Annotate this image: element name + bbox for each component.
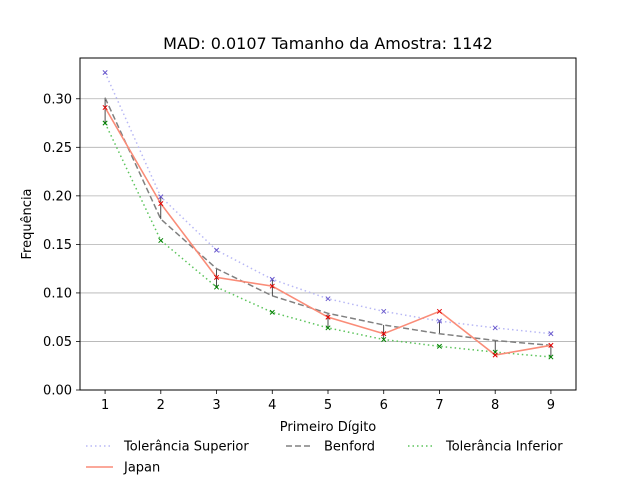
data-point-toler-ncia-superior (381, 308, 387, 314)
x-axis-label: Primeiro Dígito (280, 420, 377, 435)
legend-label-toler-ncia-superior: Tolerância Superior (123, 440, 249, 455)
x-tick-label: 1 (101, 398, 109, 413)
data-point-toler-ncia-superior (213, 247, 220, 253)
data-point-japan (102, 104, 108, 111)
data-point-toler-ncia-superior (492, 325, 498, 331)
data-point-japan (548, 342, 554, 348)
x-tick-label: 5 (324, 398, 332, 413)
data-point-toler-ncia-inferior (436, 343, 443, 349)
data-point-japan (325, 314, 331, 320)
data-point-toler-ncia-inferior (158, 237, 164, 244)
plot-area-frame (79, 57, 577, 391)
y-tick-label: 0.15 (43, 238, 72, 253)
y-axis-label: Frequência (20, 188, 35, 259)
series-line-japan (104, 107, 552, 356)
y-tick-label: 0.20 (43, 189, 72, 204)
deviation-bars (104, 97, 552, 357)
data-point-toler-ncia-superior (325, 296, 331, 302)
data-point-toler-ncia-inferior (102, 120, 108, 126)
y-tick-label: 0.10 (43, 286, 72, 301)
data-point-toler-ncia-inferior (269, 309, 275, 315)
series-line-benford (104, 97, 551, 347)
data-point-japan (158, 201, 164, 207)
x-tick-label: 8 (491, 398, 499, 413)
y-tick-label: 0.05 (43, 335, 72, 350)
axis-ticks: 0.00 0.05 0.10 0.15 0.20 0.25 0.30 1 2 3 4 5 6 7 8 9 (43, 92, 555, 413)
data-point-toler-ncia-inferior (325, 325, 331, 331)
legend: Tolerância Superior Benford Tolerância Inf… (86, 440, 563, 476)
x-tick-label: 2 (157, 398, 165, 413)
grid-lines (80, 98, 576, 391)
chart-title: MAD: 0.0107 Tamanho da Amostra: 1142 (163, 34, 493, 53)
data-point-toler-ncia-superior (269, 276, 275, 282)
x-tick-label: 9 (547, 398, 555, 413)
data-point-japan (381, 331, 387, 337)
data-point-japan (213, 274, 220, 280)
data-point-toler-ncia-inferior (381, 336, 387, 343)
data-point-toler-ncia-inferior (213, 284, 220, 290)
x-tick-label: 6 (380, 398, 388, 413)
data-point-toler-ncia-superior (158, 194, 164, 200)
series-line-toler-ncia-inferior (104, 122, 551, 358)
series-line-toler-ncia-superior (104, 72, 551, 335)
data-point-toler-ncia-superior (102, 70, 108, 76)
data-point-toler-ncia-inferior (548, 354, 554, 360)
data-point-toler-ncia-superior (436, 318, 443, 324)
data-point-japan (492, 352, 498, 358)
y-tick-label: 0.25 (43, 141, 72, 156)
x-tick-label: 7 (435, 398, 443, 413)
legend-label-japan: Japan (123, 461, 160, 476)
data-point-toler-ncia-superior (548, 331, 554, 337)
legend-label-toler-ncia-inferior: Tolerância Inferior (445, 440, 563, 455)
data-point-japan (436, 308, 443, 314)
x-tick-label: 4 (268, 398, 276, 413)
y-tick-label: 0.30 (43, 92, 72, 107)
x-tick-label: 3 (212, 398, 220, 413)
y-tick-label: 0.00 (43, 384, 72, 399)
legend-label-benford: Benford (324, 440, 375, 455)
data-point-japan (269, 283, 275, 289)
series-markers (102, 70, 554, 360)
